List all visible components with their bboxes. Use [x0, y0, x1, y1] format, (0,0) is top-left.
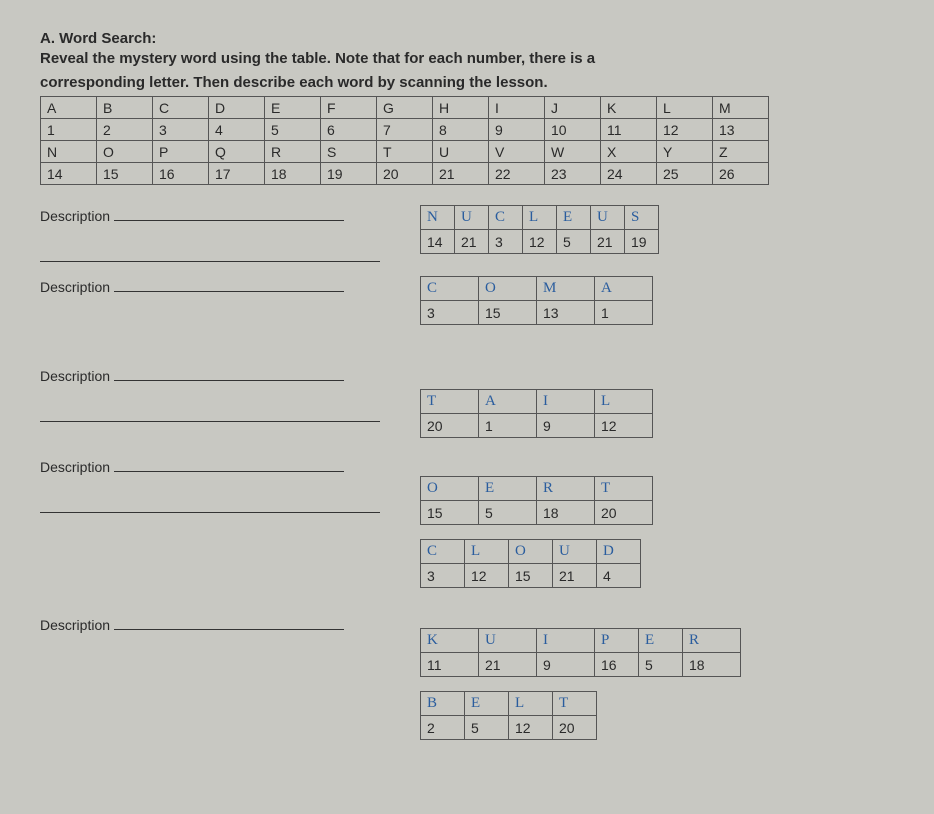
blank-line[interactable] — [114, 278, 344, 292]
puzzle-table-coma: COMA 315131 — [420, 276, 653, 325]
description-block: Description — [40, 456, 420, 513]
blank-line[interactable] — [114, 616, 344, 630]
blank-line[interactable] — [114, 458, 344, 472]
puzzle-table-oert: OERT 1551820 — [420, 476, 653, 525]
blank-line[interactable] — [40, 406, 380, 422]
blank-line[interactable] — [114, 367, 344, 381]
puzzle-table-belt: BELT 251220 — [420, 691, 597, 740]
instruction-line-1: Reveal the mystery word using the table.… — [40, 49, 894, 69]
description-block: Description — [40, 205, 420, 262]
table-row: 12345678910111213 — [41, 119, 769, 141]
puzzle-table-kuiper: KUIPER 1121916518 — [420, 628, 741, 677]
section-heading: A. Word Search: — [40, 30, 894, 47]
desc-label: Description — [40, 279, 110, 295]
desc-label: Description — [40, 368, 110, 384]
puzzle-table-cloud: CLOUD 31215214 — [420, 539, 641, 588]
table-row: ABCDEFGHIJKLM — [41, 97, 769, 119]
desc-label: Description — [40, 208, 110, 224]
puzzle-table-nucleus: NUCLEUS 142131252119 — [420, 205, 659, 254]
table-row: NOPQRSTUVWXYZ — [41, 141, 769, 163]
description-block: Description — [40, 614, 420, 633]
instruction-line-2: corresponding letter. Then describe each… — [40, 73, 894, 93]
description-block: Description — [40, 365, 420, 422]
puzzle-table-tail: TAIL 201912 — [420, 389, 653, 438]
desc-label: Description — [40, 617, 110, 633]
table-row: 14151617181920212223242526 — [41, 163, 769, 185]
description-block: Description — [40, 276, 420, 295]
desc-label: Description — [40, 459, 110, 475]
blank-line[interactable] — [40, 497, 380, 513]
blank-line[interactable] — [114, 207, 344, 221]
cipher-key-table: ABCDEFGHIJKLM 12345678910111213 NOPQRSTU… — [40, 96, 769, 185]
blank-line[interactable] — [40, 246, 380, 262]
